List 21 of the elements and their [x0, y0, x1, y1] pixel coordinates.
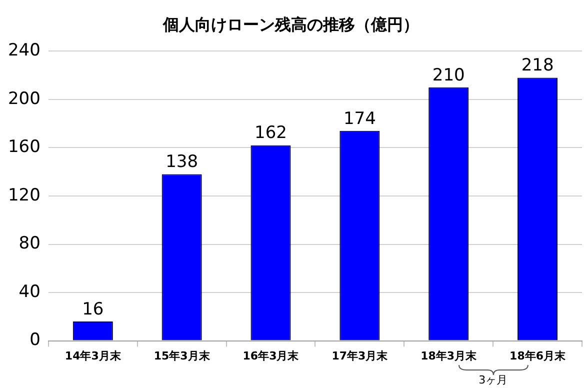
data-label: 162: [254, 123, 287, 144]
y-tick-label: 120: [8, 185, 40, 206]
x-tick-label: 14年3月末: [64, 349, 122, 362]
y-tick-label: 160: [8, 137, 40, 158]
y-tick-label: 0: [30, 330, 40, 350]
x-tick-label: 18年3月末: [420, 349, 478, 362]
chart-title: 個人向けローン残高の推移（億円）: [162, 14, 419, 34]
x-tick-label: 16年3月末: [242, 349, 300, 362]
data-label: 174: [343, 108, 376, 129]
data-label: 16: [82, 299, 104, 320]
x-tick-label: 18年6月末: [510, 349, 567, 362]
y-tick-label: 200: [8, 88, 40, 109]
y-tick-label: 240: [8, 40, 40, 61]
x-tick-label: 15年3月末: [154, 349, 211, 362]
data-label: 138: [166, 152, 198, 172]
x-tick-label: 17年3月末: [332, 349, 389, 362]
y-tick-label: 40: [18, 282, 40, 302]
data-label: 210: [432, 65, 465, 86]
data-label: 218: [521, 56, 554, 76]
y-tick-label: 80: [18, 234, 40, 254]
text: 3ヶ月: [478, 373, 508, 386]
